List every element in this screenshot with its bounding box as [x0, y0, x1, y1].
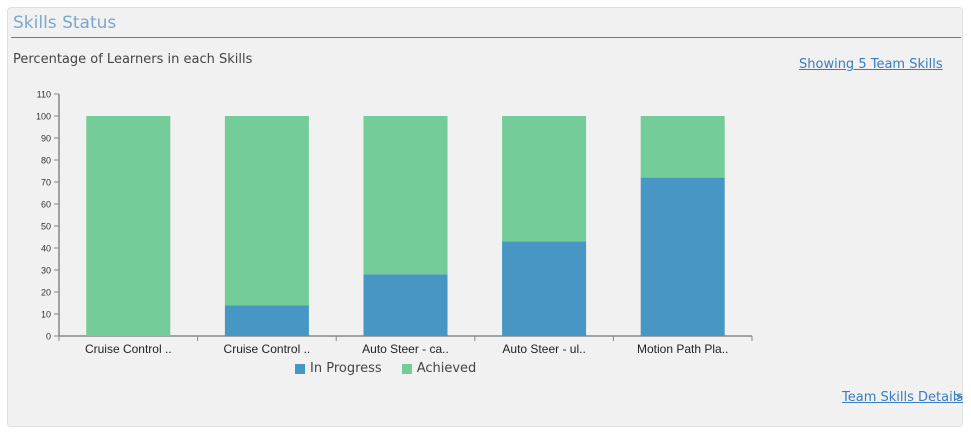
y-tick-label: 110 — [37, 90, 51, 100]
y-tick-label: 60 — [41, 200, 51, 210]
y-tick-label: 80 — [41, 156, 51, 166]
x-tick-label: Cruise Control .. — [85, 342, 172, 356]
bar-segment-in-progress[interactable] — [224, 305, 309, 336]
y-tick-label: 30 — [41, 266, 51, 276]
bar-segment-in-progress[interactable] — [502, 241, 587, 336]
team-skills-details-link[interactable]: Team Skills Details — [842, 390, 964, 405]
bar-segment-achieved[interactable] — [502, 116, 587, 242]
y-tick-label: 0 — [46, 332, 51, 342]
chart-x-labels: Cruise Control .. Cruise Control .. Auto S… — [85, 342, 728, 356]
x-tick-label: Auto Steer - ul.. — [502, 342, 585, 356]
showing-team-skills-link[interactable]: Showing 5 Team Skills — [799, 57, 943, 72]
y-tick-label: 40 — [41, 244, 51, 254]
legend-label-achieved: Achieved — [416, 361, 477, 376]
bar-segment-achieved[interactable] — [363, 116, 448, 275]
bar-segment-in-progress[interactable] — [363, 274, 448, 336]
y-tick-label: 10 — [41, 310, 51, 320]
chevron-right-icon[interactable]: > — [953, 390, 964, 405]
chart-bars — [86, 116, 725, 336]
bar-segment-achieved[interactable] — [640, 116, 725, 178]
legend-swatch-achieved — [401, 363, 412, 374]
y-tick-label: 20 — [41, 288, 51, 298]
x-tick-label: Cruise Control .. — [224, 342, 311, 356]
chart-legend: In Progress Achieved — [295, 361, 490, 376]
legend-label-in-progress: In Progress — [310, 361, 382, 376]
y-tick-label: 90 — [41, 134, 51, 144]
chart-subtitle: Percentage of Learners in each Skills — [13, 52, 253, 67]
y-tick-label: 100 — [36, 112, 51, 122]
bar-segment-achieved[interactable] — [224, 116, 309, 306]
bar-segment-achieved[interactable] — [86, 116, 171, 336]
legend-item-achieved[interactable]: Achieved — [401, 361, 477, 376]
legend-swatch-in-progress — [295, 363, 305, 374]
legend-item-in-progress[interactable]: In Progress — [295, 361, 382, 376]
y-tick-label: 50 — [41, 222, 51, 232]
x-tick-label: Motion Path Pla.. — [637, 342, 728, 356]
panel-title: Skills Status — [13, 13, 117, 33]
bar-segment-in-progress[interactable] — [640, 177, 725, 336]
x-tick-label: Auto Steer - ca.. — [362, 342, 449, 356]
title-divider — [11, 37, 961, 38]
y-tick-label: 70 — [41, 178, 51, 188]
